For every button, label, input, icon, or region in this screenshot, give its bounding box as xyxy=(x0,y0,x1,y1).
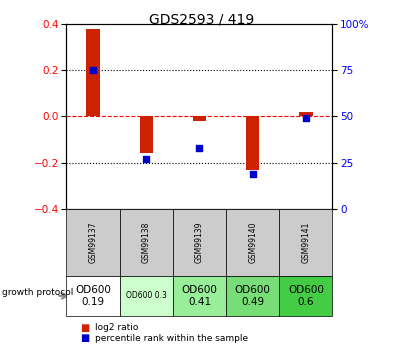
Point xyxy=(196,145,203,150)
Text: GDS2593 / 419: GDS2593 / 419 xyxy=(149,12,254,26)
Text: OD600
0.49: OD600 0.49 xyxy=(235,285,271,307)
Text: GSM99140: GSM99140 xyxy=(248,221,257,263)
Text: OD600
0.19: OD600 0.19 xyxy=(75,285,111,307)
Text: OD600 0.3: OD600 0.3 xyxy=(126,291,167,300)
Point xyxy=(303,116,309,121)
Text: log2 ratio: log2 ratio xyxy=(95,323,138,332)
Text: ■: ■ xyxy=(81,323,90,333)
Point xyxy=(90,68,96,73)
Bar xyxy=(86,29,100,117)
Bar xyxy=(193,117,206,121)
Text: OD600
0.41: OD600 0.41 xyxy=(181,285,218,307)
Text: GSM99141: GSM99141 xyxy=(301,222,310,263)
Text: OD600
0.6: OD600 0.6 xyxy=(288,285,324,307)
Text: GSM99139: GSM99139 xyxy=(195,221,204,263)
Text: GSM99138: GSM99138 xyxy=(142,222,151,263)
Text: growth protocol: growth protocol xyxy=(2,288,73,297)
Point xyxy=(249,171,256,176)
Bar xyxy=(139,117,153,153)
Bar xyxy=(299,112,313,117)
Point xyxy=(143,156,150,162)
Bar xyxy=(246,117,260,169)
Text: ■: ■ xyxy=(81,333,90,343)
Text: GSM99137: GSM99137 xyxy=(89,221,98,263)
Text: percentile rank within the sample: percentile rank within the sample xyxy=(95,334,248,343)
